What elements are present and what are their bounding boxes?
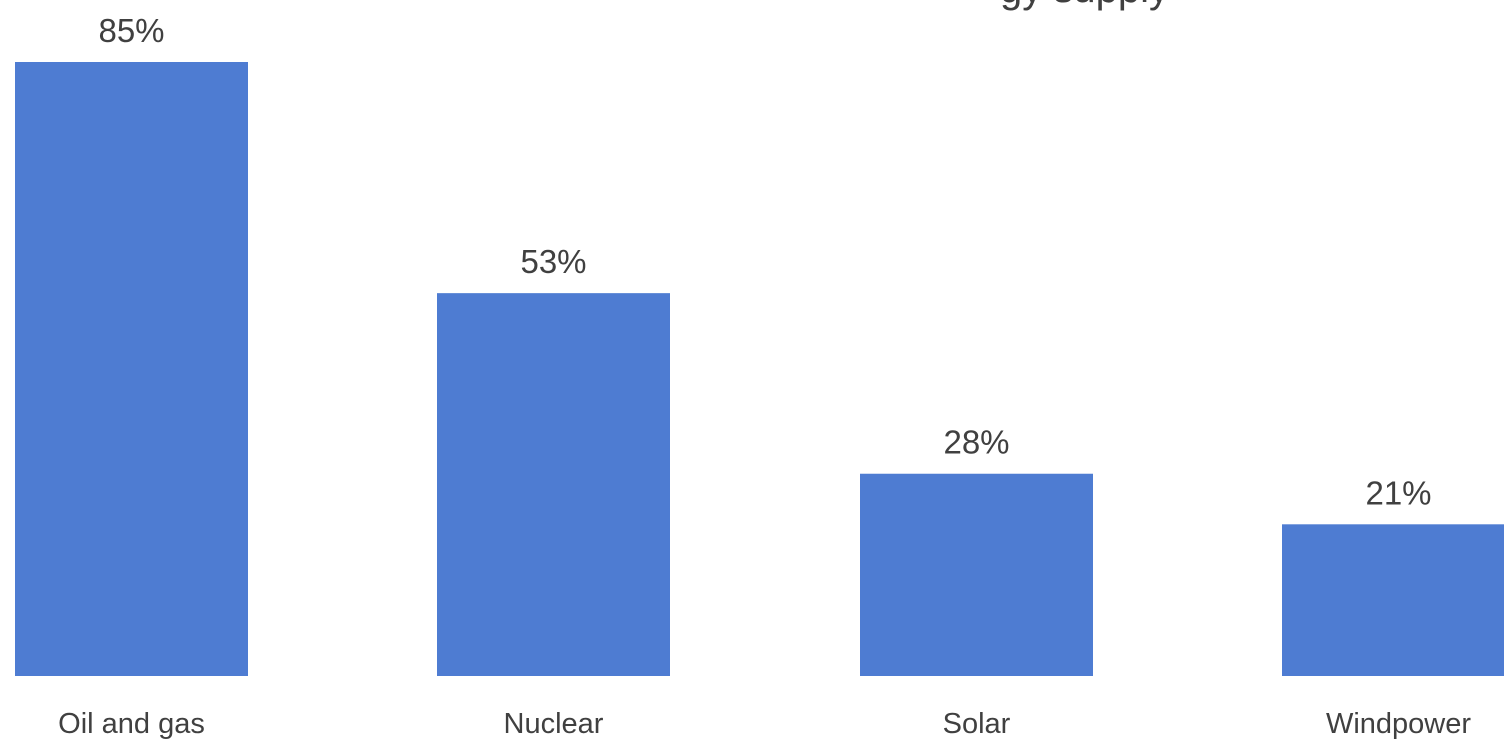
data-label: 21% [1365, 474, 1431, 511]
category-label: Solar [943, 708, 1011, 740]
bar-windpower [1282, 524, 1504, 676]
bar-solar [860, 473, 1093, 676]
category-label: Nuclear [504, 708, 604, 740]
chart-title: gy supply [1000, 0, 1169, 12]
bar-nuclear [437, 293, 670, 676]
data-label: 53% [520, 243, 586, 280]
category-label: Windpower [1326, 708, 1471, 740]
data-label: 28% [943, 424, 1009, 461]
bar-oil-and-gas [15, 62, 248, 676]
category-label: Oil and gas [58, 708, 205, 740]
data-label: 85% [98, 12, 164, 49]
